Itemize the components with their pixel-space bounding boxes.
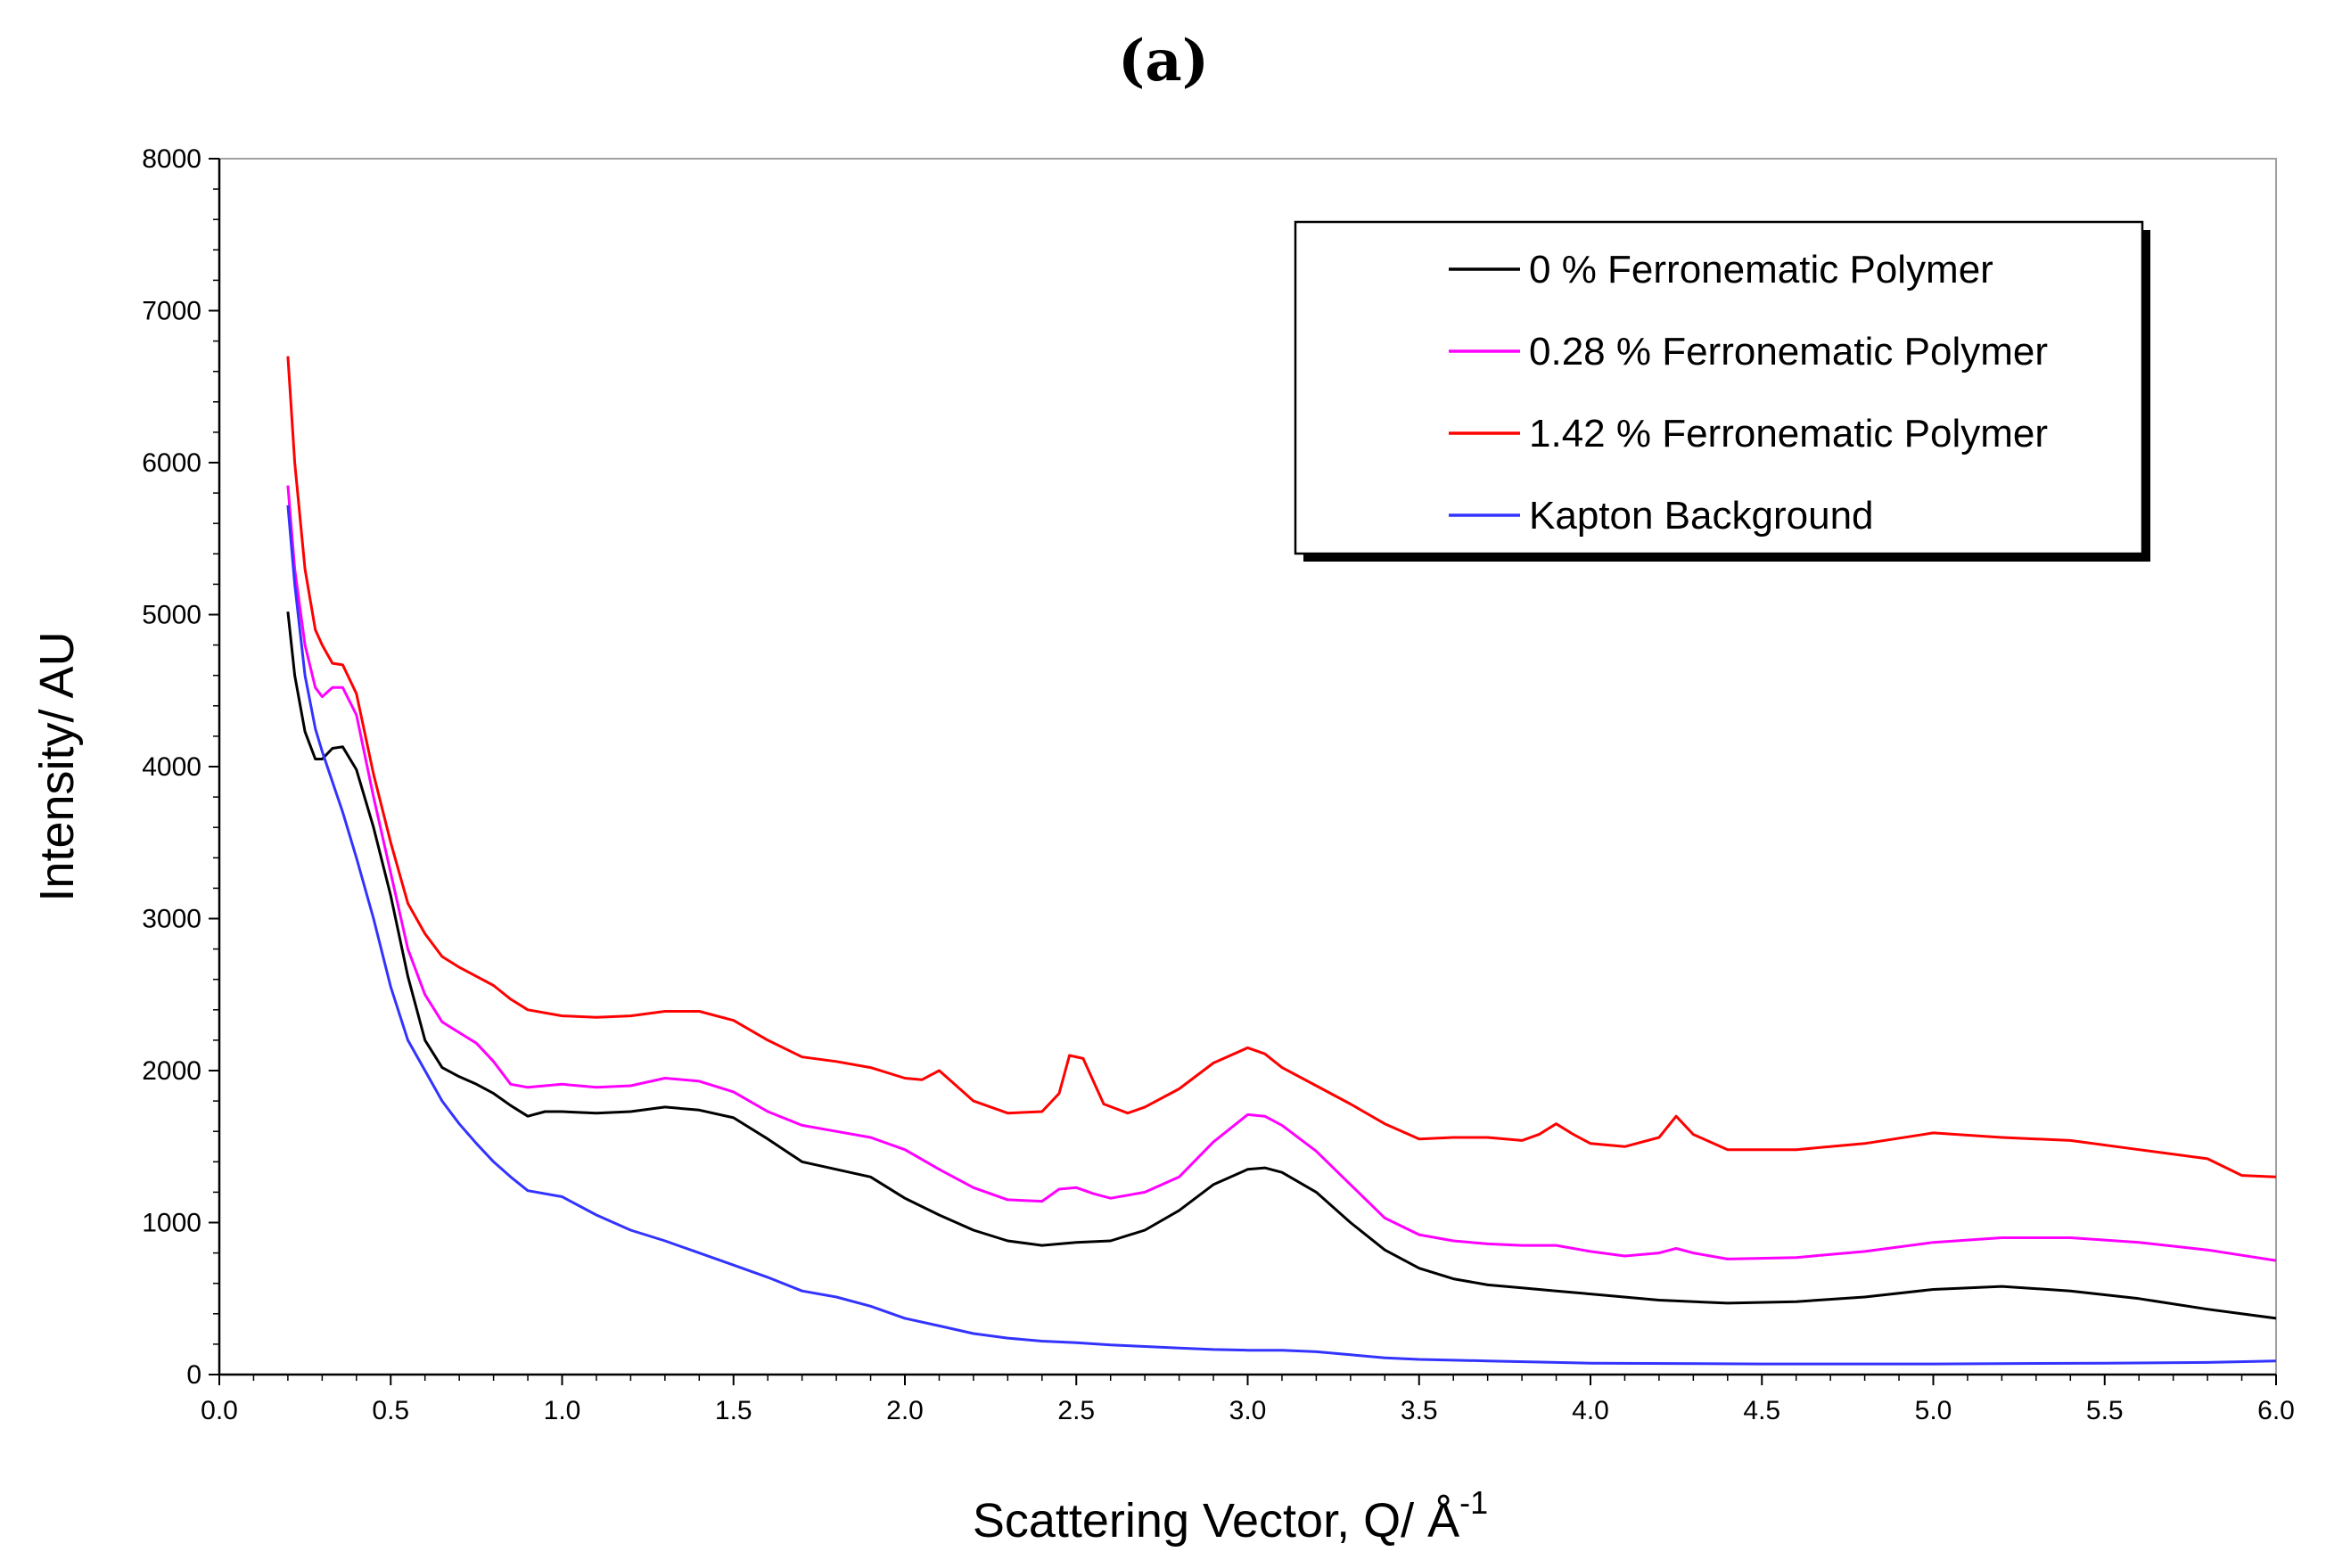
x-axis-title-main: Scattering Vector, Q/ Å — [973, 1494, 1459, 1547]
legend-label: 1.42 % Ferronematic Polymer — [1529, 412, 2048, 456]
y-tick-label: 4000 — [142, 752, 201, 782]
x-tick-label: 0.0 — [201, 1396, 238, 1425]
x-tick-label: 4.0 — [1572, 1396, 1609, 1425]
y-axis-title: Intensity/ AU — [30, 631, 84, 901]
y-ticks: 0 1000 2000 3000 4000 5000 6000 7000 8000 — [142, 144, 219, 1390]
y-tick-label: 5000 — [142, 601, 201, 630]
y-tick-label: 8000 — [142, 144, 201, 174]
y-tick-label: 2000 — [142, 1056, 201, 1086]
legend-label: 0 % Ferronematic Polymer — [1529, 248, 1993, 291]
x-tick-label: 3.0 — [1229, 1396, 1267, 1425]
y-tick-label: 6000 — [142, 448, 201, 478]
x-tick-label: 2.5 — [1057, 1396, 1095, 1425]
x-tick-label: 4.5 — [1743, 1396, 1780, 1425]
x-tick-label: 3.5 — [1401, 1396, 1438, 1425]
legend-items: 0 % Ferronematic Polymer 0.28 % Ferronema… — [1449, 248, 2048, 538]
x-tick-label: 1.5 — [715, 1396, 752, 1425]
legend — [1294, 220, 2144, 555]
x-tick-label: 0.5 — [372, 1396, 409, 1425]
legend-label: 0.28 % Ferronematic Polymer — [1529, 330, 2048, 374]
y-tick-label: 3000 — [142, 905, 201, 934]
series-line-4 — [286, 505, 2277, 1366]
x-tick-label: 6.0 — [2257, 1396, 2295, 1425]
y-tick-label: 0 — [186, 1360, 201, 1390]
series-line-3 — [286, 356, 2277, 1178]
series-group — [286, 356, 2277, 1366]
x-ticks: 0.0 0.5 1.0 1.5 2.0 2.5 3.0 3.5 4.0 4.5 5.0 5.5 6.0 — [201, 1375, 2295, 1425]
series-line-2 — [286, 485, 2277, 1262]
series-line-1 — [286, 611, 2277, 1320]
y-tick-label: 1000 — [142, 1209, 201, 1238]
panel-label: (a) — [1118, 28, 1209, 94]
y-tick-label: 7000 — [142, 297, 201, 326]
x-tick-label: 2.0 — [886, 1396, 924, 1425]
x-axis-title: Scattering Vector, Q/ Å-1 — [973, 1484, 1488, 1547]
x-tick-label: 5.5 — [2086, 1396, 2124, 1425]
x-axis-title-superscript: -1 — [1459, 1484, 1488, 1521]
x-tick-label: 1.0 — [544, 1396, 581, 1425]
x-tick-label: 5.0 — [1915, 1396, 1952, 1425]
legend-label: Kapton Background — [1529, 494, 1874, 538]
